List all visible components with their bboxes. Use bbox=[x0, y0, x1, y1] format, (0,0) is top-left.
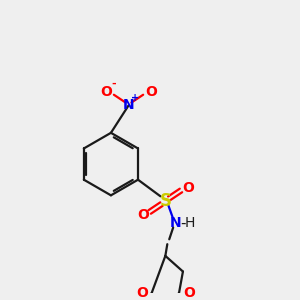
Text: +: + bbox=[131, 93, 140, 103]
Text: N: N bbox=[169, 216, 181, 230]
Text: O: O bbox=[182, 181, 194, 194]
Text: N: N bbox=[123, 98, 134, 112]
Text: O: O bbox=[137, 208, 149, 222]
Text: S: S bbox=[159, 192, 171, 210]
Text: -: - bbox=[112, 79, 116, 89]
Text: O: O bbox=[183, 286, 195, 300]
Text: H: H bbox=[184, 216, 195, 230]
Text: O: O bbox=[136, 286, 148, 300]
Text: -: - bbox=[180, 216, 186, 231]
Text: O: O bbox=[145, 85, 157, 99]
Text: O: O bbox=[100, 85, 112, 99]
